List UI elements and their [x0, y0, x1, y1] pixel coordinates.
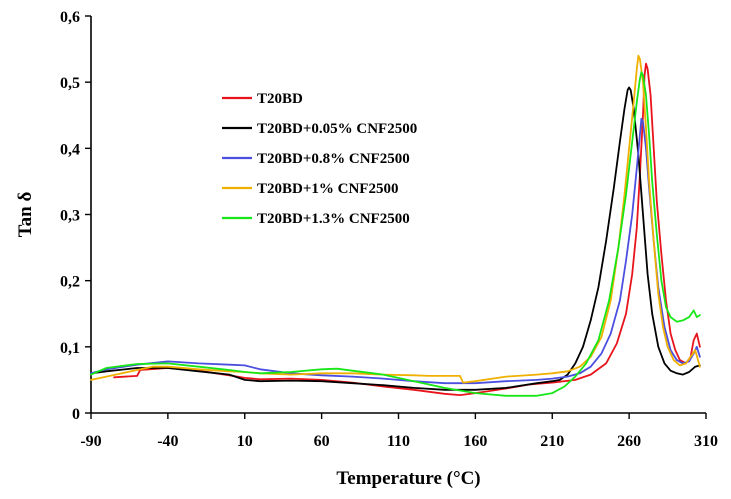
legend-label: T20BD+0.05% CNF2500	[257, 121, 417, 137]
x-tick-label: 160	[463, 433, 487, 450]
series-lines	[90, 54, 701, 397]
x-tick-label: 210	[540, 433, 564, 450]
x-axis-title: Temperature (°C)	[336, 468, 480, 489]
legend-label: T20BD+1.3% CNF2500	[257, 211, 410, 227]
legend-label: T20BD+1% CNF2500	[257, 181, 398, 197]
y-tick-label: 0,1	[60, 340, 80, 357]
series-line	[113, 62, 701, 396]
y-tick-label: 0,4	[60, 141, 80, 158]
legend: T20BD T20BD+0.05% CNF2500 T20BD+0.8% CNF25…	[222, 91, 417, 227]
y-tick-label: 0,5	[60, 75, 80, 92]
y-tick-label: 0	[72, 406, 80, 423]
series-line	[90, 117, 701, 385]
x-tick-label: 10	[237, 433, 253, 450]
y-axis-title: Tan δ	[15, 192, 36, 238]
y-tick-label: 0,6	[60, 9, 80, 26]
x-tick-label: 260	[617, 433, 641, 450]
x-tick-label: 110	[387, 433, 410, 450]
series-line	[90, 86, 701, 391]
y-tick-label: 0,3	[60, 208, 80, 225]
legend-label: T20BD	[257, 91, 303, 107]
x-tick-label: -90	[80, 433, 101, 450]
legend-label: T20BD+0.8% CNF2500	[257, 151, 410, 167]
series-line	[90, 71, 701, 397]
x-tick-label: -40	[157, 433, 178, 450]
x-tick-label: 310	[694, 433, 718, 450]
axes: 0 0,1 0,2 0,3 0,4 0,5 0,6 -90 -40 10 60 110 160 210 26…	[60, 9, 718, 450]
x-tick-label: 60	[314, 433, 330, 450]
y-tick-label: 0,2	[60, 274, 80, 291]
